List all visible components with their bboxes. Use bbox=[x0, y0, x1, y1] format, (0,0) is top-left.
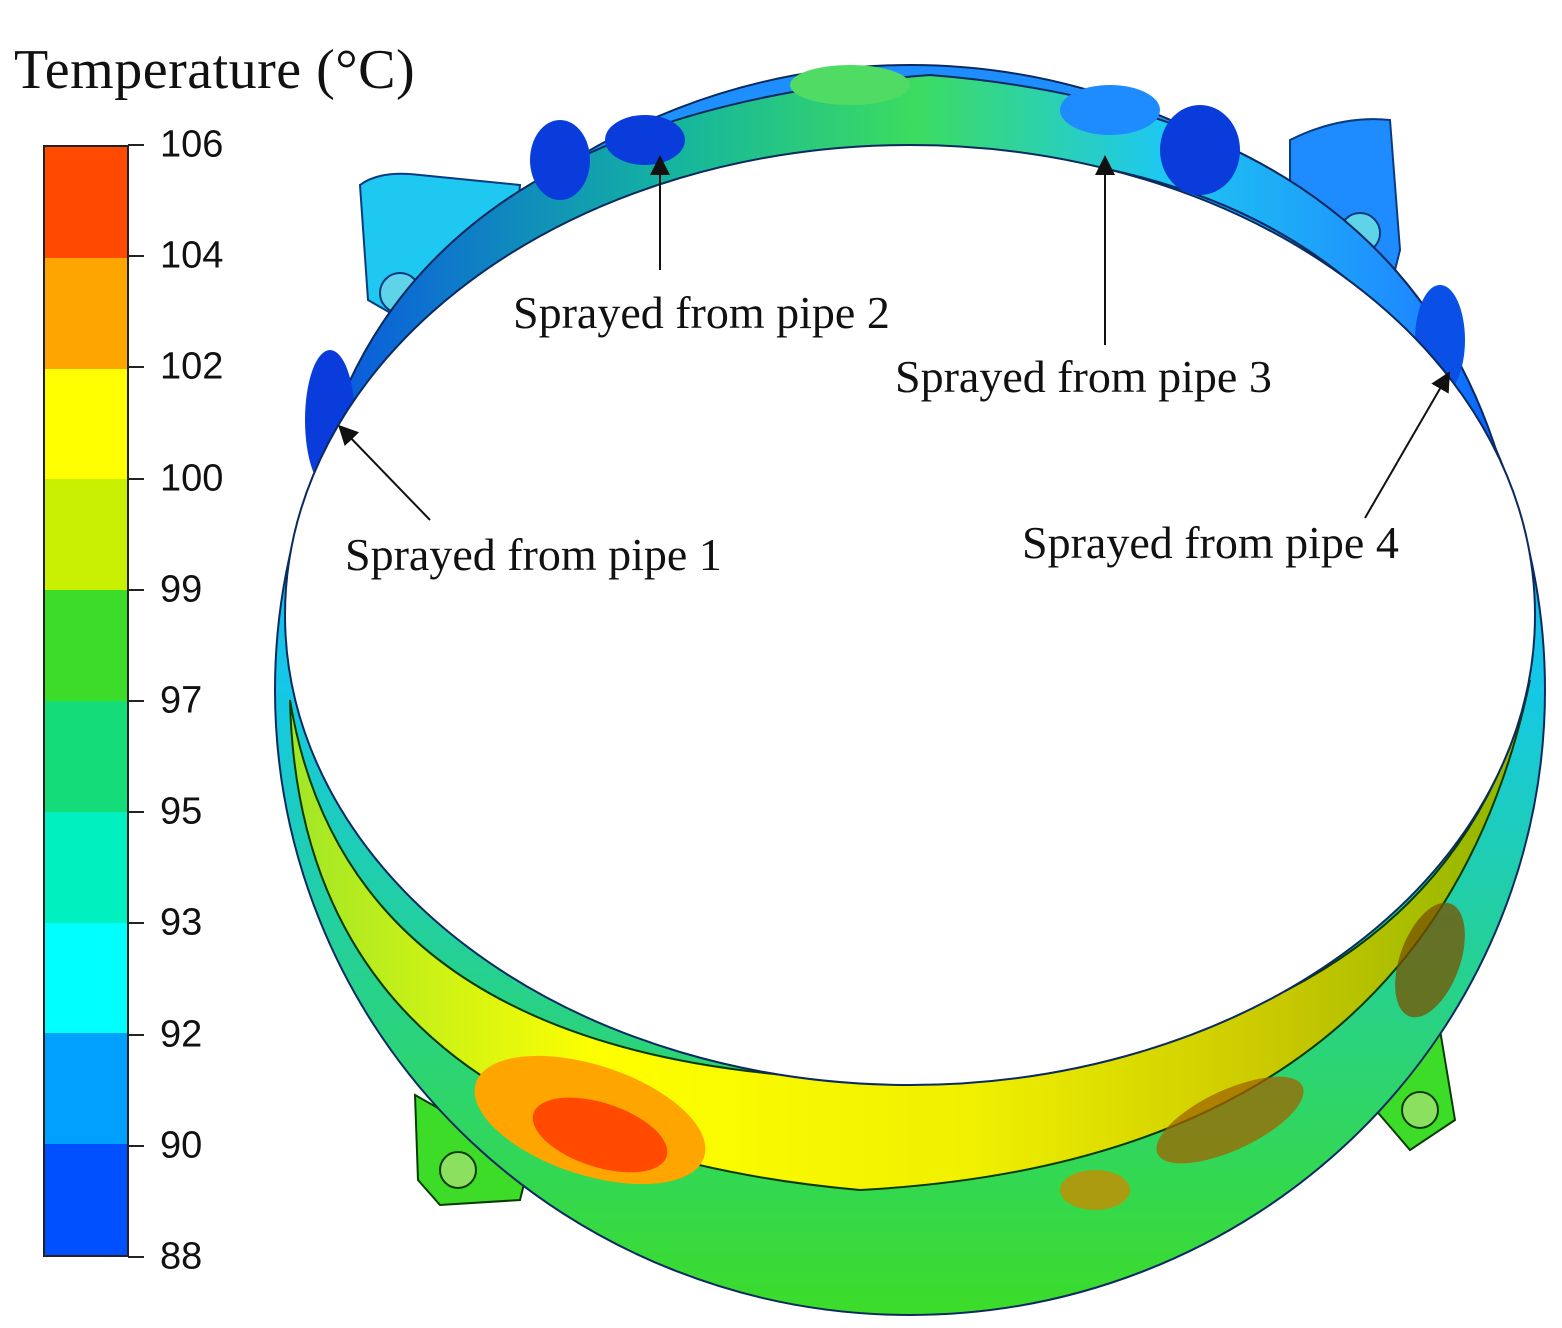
colorbar-band bbox=[45, 700, 127, 812]
colorbar-tick bbox=[128, 700, 144, 702]
annotation-pipe2: Sprayed from pipe 2 bbox=[513, 287, 890, 338]
colorbar-tick-label: 106 bbox=[160, 123, 224, 166]
colorbar-band bbox=[45, 811, 127, 923]
colorbar-tick-label: 90 bbox=[160, 1124, 203, 1167]
colorbar-band bbox=[45, 1144, 127, 1255]
colorbar-tick bbox=[128, 922, 144, 925]
colorbar-tick bbox=[128, 366, 144, 369]
colorbar-tick-label: 88 bbox=[160, 1235, 203, 1278]
annotation-pipe4: Sprayed from pipe 4 bbox=[1022, 517, 1399, 568]
colorbar-tick bbox=[128, 1144, 144, 1147]
colorbar-tick bbox=[128, 1256, 144, 1258]
colorbar-tick-label: 93 bbox=[160, 901, 203, 944]
colorbar-band bbox=[45, 590, 127, 701]
arrow-pipe4 bbox=[1364, 371, 1451, 519]
colorbar-tick bbox=[128, 1033, 144, 1036]
colorbar-tick-label: 97 bbox=[160, 679, 203, 722]
arrow-pipe1 bbox=[338, 424, 431, 521]
colorbar-band bbox=[45, 479, 127, 591]
legend-title: Temperature (°C) bbox=[14, 39, 416, 101]
colorbar-tick-label: 92 bbox=[160, 1013, 203, 1056]
annotation-pipe3: Sprayed from pipe 3 bbox=[895, 351, 1272, 402]
ring-inner-opening bbox=[284, 144, 1536, 1086]
colorbar-tick-label: 100 bbox=[160, 457, 224, 500]
colorbar-band bbox=[45, 1033, 127, 1145]
colorbar-tick bbox=[128, 144, 144, 146]
annotation-pipe1: Sprayed from pipe 1 bbox=[345, 529, 722, 580]
colorbar-tick bbox=[128, 588, 144, 591]
colorbar-tick-label: 99 bbox=[160, 568, 203, 611]
cold-spots-top bbox=[305, 65, 1465, 490]
colorbar-tick-label: 104 bbox=[160, 234, 224, 277]
colorbar-tick bbox=[128, 255, 144, 258]
colorbar-band bbox=[45, 922, 127, 1034]
colorbar-tick-label: 95 bbox=[160, 790, 203, 833]
colorbar-tick bbox=[128, 477, 144, 480]
hot-spot-right bbox=[1060, 902, 1465, 1210]
colorbar-band bbox=[45, 147, 127, 258]
colorbar-tick bbox=[128, 811, 144, 814]
colorbar-band bbox=[45, 257, 127, 369]
colorbar-band bbox=[45, 368, 127, 480]
colorbar-tick-label: 102 bbox=[160, 345, 224, 388]
colorbar bbox=[43, 145, 129, 1257]
hot-spot-left bbox=[474, 1055, 706, 1185]
